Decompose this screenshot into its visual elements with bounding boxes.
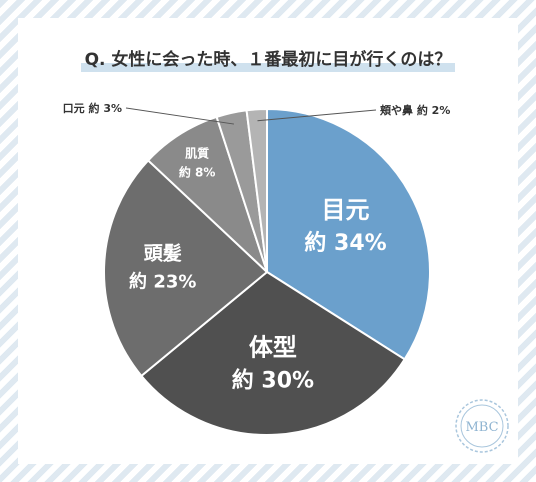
slice-label-2: 体型: [249, 333, 297, 361]
slice-label-4: 肌質: [184, 145, 209, 160]
callout-line-5: [125, 107, 235, 125]
slice-callout-6: 頬や鼻 約 2%: [380, 103, 450, 117]
slice-callout-5: 口元 約 3%: [63, 101, 122, 115]
slice-value-2: 約 30%: [232, 367, 314, 393]
logo-text: MBC: [465, 420, 498, 435]
pie-chart: 目元約 34% 体型約 30% 頭髪約 23% 肌質約 8% 口元 約 3% 頬や鼻 約 …: [63, 101, 509, 453]
pie-labels: 目元約 34% 体型約 30% 頭髪約 23% 肌質約 8% 口元 約 3% 頬や鼻 約 …: [63, 101, 451, 393]
callout-line-6: [257, 109, 377, 122]
chart-card: Q. 女性に会った時、１番最初に目が行くのは？ 目元約 34% 体型約 30% 頭髪…: [18, 18, 518, 464]
title-container: Q. 女性に会った時、１番最初に目が行くのは？: [18, 48, 518, 72]
pie-slice-6: [245, 107, 268, 273]
mbc-logo: MBC: [455, 399, 509, 453]
slice-value-1: 約 34%: [304, 230, 386, 256]
slice-value-4: 約 8%: [179, 164, 216, 179]
pie-slices: [103, 107, 431, 436]
slice-label-3: 頭髪: [144, 243, 182, 265]
chart-title: Q. 女性に会った時、１番最初に目が行くのは？: [80, 48, 456, 72]
slice-label-1: 目元: [322, 196, 370, 224]
pie-slice-2: [139, 270, 407, 436]
slice-value-3: 約 23%: [129, 271, 196, 293]
pie-slice-3: [103, 159, 269, 378]
